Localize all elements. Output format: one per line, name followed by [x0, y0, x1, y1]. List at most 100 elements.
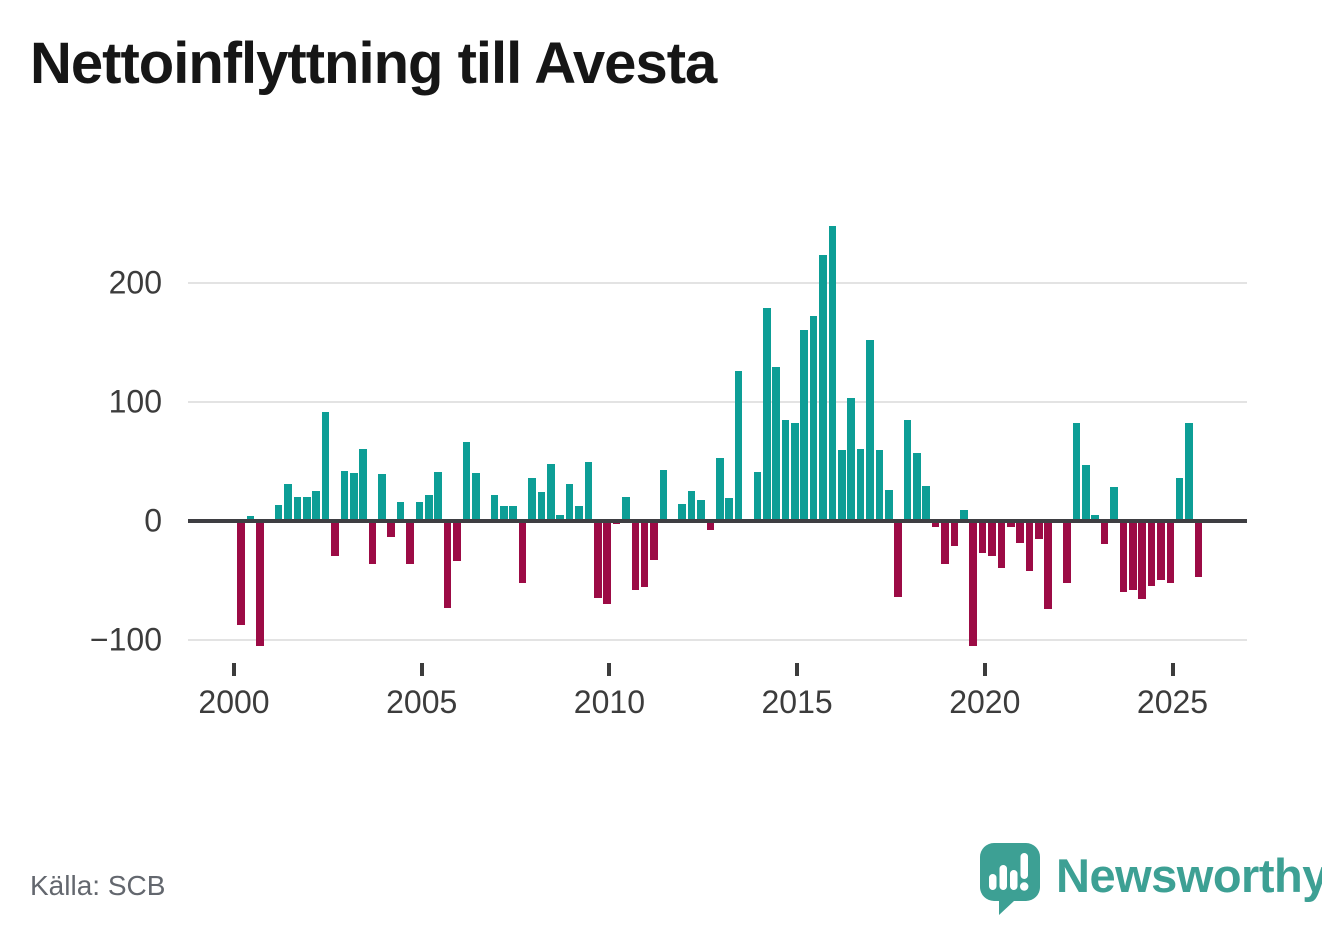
bar — [659, 469, 668, 521]
logo-exclamation-dot — [1020, 882, 1029, 891]
bar — [1016, 520, 1024, 544]
bar — [349, 473, 358, 521]
bar — [678, 504, 687, 521]
bar — [1128, 520, 1137, 590]
bar — [425, 494, 433, 521]
bar — [631, 520, 640, 590]
bar — [593, 520, 602, 599]
bar — [1025, 520, 1034, 571]
logo-bar-1 — [989, 874, 997, 890]
bar — [1006, 520, 1015, 527]
bar — [274, 505, 283, 521]
bar — [734, 370, 743, 521]
source-caption: Källa: SCB — [30, 870, 166, 901]
bar — [922, 486, 931, 521]
bar — [706, 520, 715, 531]
bar — [1035, 520, 1043, 539]
bar — [753, 471, 762, 521]
bar — [856, 449, 865, 521]
gridline — [188, 400, 1247, 403]
bar — [622, 496, 630, 521]
bar — [950, 520, 959, 546]
logo-bar-2 — [999, 865, 1007, 890]
bar — [237, 520, 245, 626]
bar — [762, 307, 771, 521]
bar — [1044, 520, 1053, 609]
bar — [791, 423, 799, 521]
bar — [565, 483, 574, 521]
bar — [359, 449, 367, 521]
x-tick-mark — [232, 663, 236, 676]
bar — [556, 514, 565, 521]
bar — [246, 515, 255, 521]
bar — [284, 483, 292, 521]
bar — [387, 520, 396, 538]
bar — [847, 398, 855, 521]
bar — [368, 520, 377, 564]
bar — [1185, 423, 1193, 521]
x-tick-mark — [419, 663, 424, 676]
bar — [256, 520, 264, 646]
bar — [809, 316, 818, 521]
bar — [650, 520, 658, 560]
y-tick-label: −100 — [89, 621, 162, 658]
bar — [1082, 464, 1090, 521]
bar — [303, 496, 311, 521]
bar — [875, 450, 884, 521]
x-tick-mark — [795, 663, 800, 676]
bar — [443, 520, 452, 608]
x-tick-mark — [1170, 663, 1175, 676]
bar — [819, 255, 827, 521]
bar — [988, 520, 996, 557]
bar — [1138, 520, 1146, 600]
bar — [913, 452, 921, 521]
x-tick-mark — [607, 663, 612, 676]
bar — [969, 520, 977, 646]
bar — [406, 520, 414, 564]
bar — [603, 520, 611, 604]
bar — [941, 520, 949, 564]
bar — [537, 492, 546, 521]
x-tick-label: 2015 — [761, 684, 833, 720]
bar — [697, 500, 705, 521]
bar — [293, 496, 302, 521]
bar — [772, 367, 780, 521]
bar — [687, 490, 696, 521]
bar — [1157, 520, 1165, 581]
bar — [584, 462, 593, 521]
bar — [894, 520, 902, 597]
bar — [1063, 520, 1071, 583]
bar — [509, 506, 518, 521]
bar — [528, 477, 536, 521]
x-tick-label: 2020 — [949, 684, 1021, 720]
x-tick-mark — [982, 663, 987, 676]
bar — [471, 473, 480, 521]
bar — [378, 474, 386, 521]
x-tick-label: 2010 — [573, 684, 645, 720]
bar — [1110, 487, 1118, 521]
bar — [978, 520, 987, 553]
bar — [866, 339, 874, 521]
zero-axis-line — [188, 518, 1247, 523]
y-tick-label: 200 — [108, 264, 162, 301]
bar — [1166, 520, 1175, 583]
bar — [828, 225, 837, 521]
bar — [884, 489, 893, 521]
bar — [800, 330, 809, 521]
bar — [575, 506, 583, 521]
x-tick-label: 2000 — [198, 684, 270, 720]
x-tick-label: 2005 — [386, 684, 458, 720]
bar — [1100, 520, 1109, 545]
gridline — [188, 281, 1247, 284]
bar — [931, 520, 940, 527]
bar — [903, 419, 912, 521]
bar — [340, 470, 349, 521]
logo-exclamation-stem — [1020, 853, 1028, 879]
bar — [518, 520, 527, 583]
newsworthy-logo-icon — [980, 843, 1040, 915]
bar — [415, 501, 424, 521]
bar — [1091, 514, 1100, 521]
y-tick-label: 0 — [144, 502, 162, 539]
logo-bar-3 — [1010, 870, 1018, 890]
